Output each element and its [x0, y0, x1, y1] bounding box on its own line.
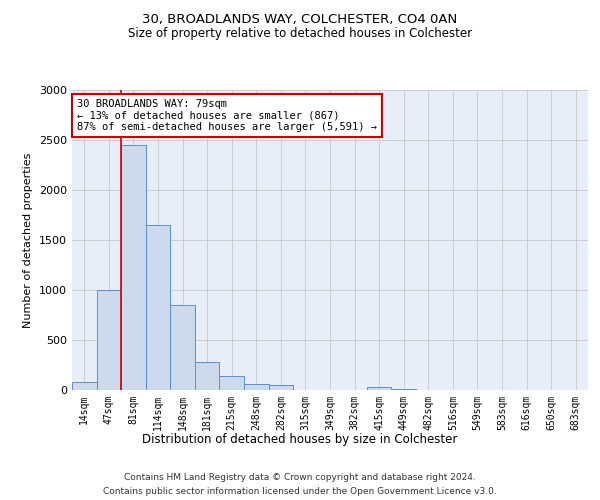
Bar — [367, 387, 391, 390]
Bar — [97, 290, 121, 390]
Text: 30 BROADLANDS WAY: 79sqm
← 13% of detached houses are smaller (867)
87% of semi-: 30 BROADLANDS WAY: 79sqm ← 13% of detach… — [77, 99, 377, 132]
Text: 30, BROADLANDS WAY, COLCHESTER, CO4 0AN: 30, BROADLANDS WAY, COLCHESTER, CO4 0AN — [142, 12, 458, 26]
Bar — [269, 385, 293, 390]
Bar — [146, 225, 170, 390]
Bar — [244, 384, 269, 390]
Text: Contains HM Land Registry data © Crown copyright and database right 2024.: Contains HM Land Registry data © Crown c… — [124, 472, 476, 482]
Bar — [121, 145, 146, 390]
Y-axis label: Number of detached properties: Number of detached properties — [23, 152, 34, 328]
Bar — [220, 376, 244, 390]
Text: Contains public sector information licensed under the Open Government Licence v3: Contains public sector information licen… — [103, 488, 497, 496]
Text: Size of property relative to detached houses in Colchester: Size of property relative to detached ho… — [128, 28, 472, 40]
Text: Distribution of detached houses by size in Colchester: Distribution of detached houses by size … — [142, 432, 458, 446]
Bar — [72, 382, 97, 390]
Bar — [391, 388, 416, 390]
Bar — [170, 305, 195, 390]
Bar — [195, 362, 220, 390]
